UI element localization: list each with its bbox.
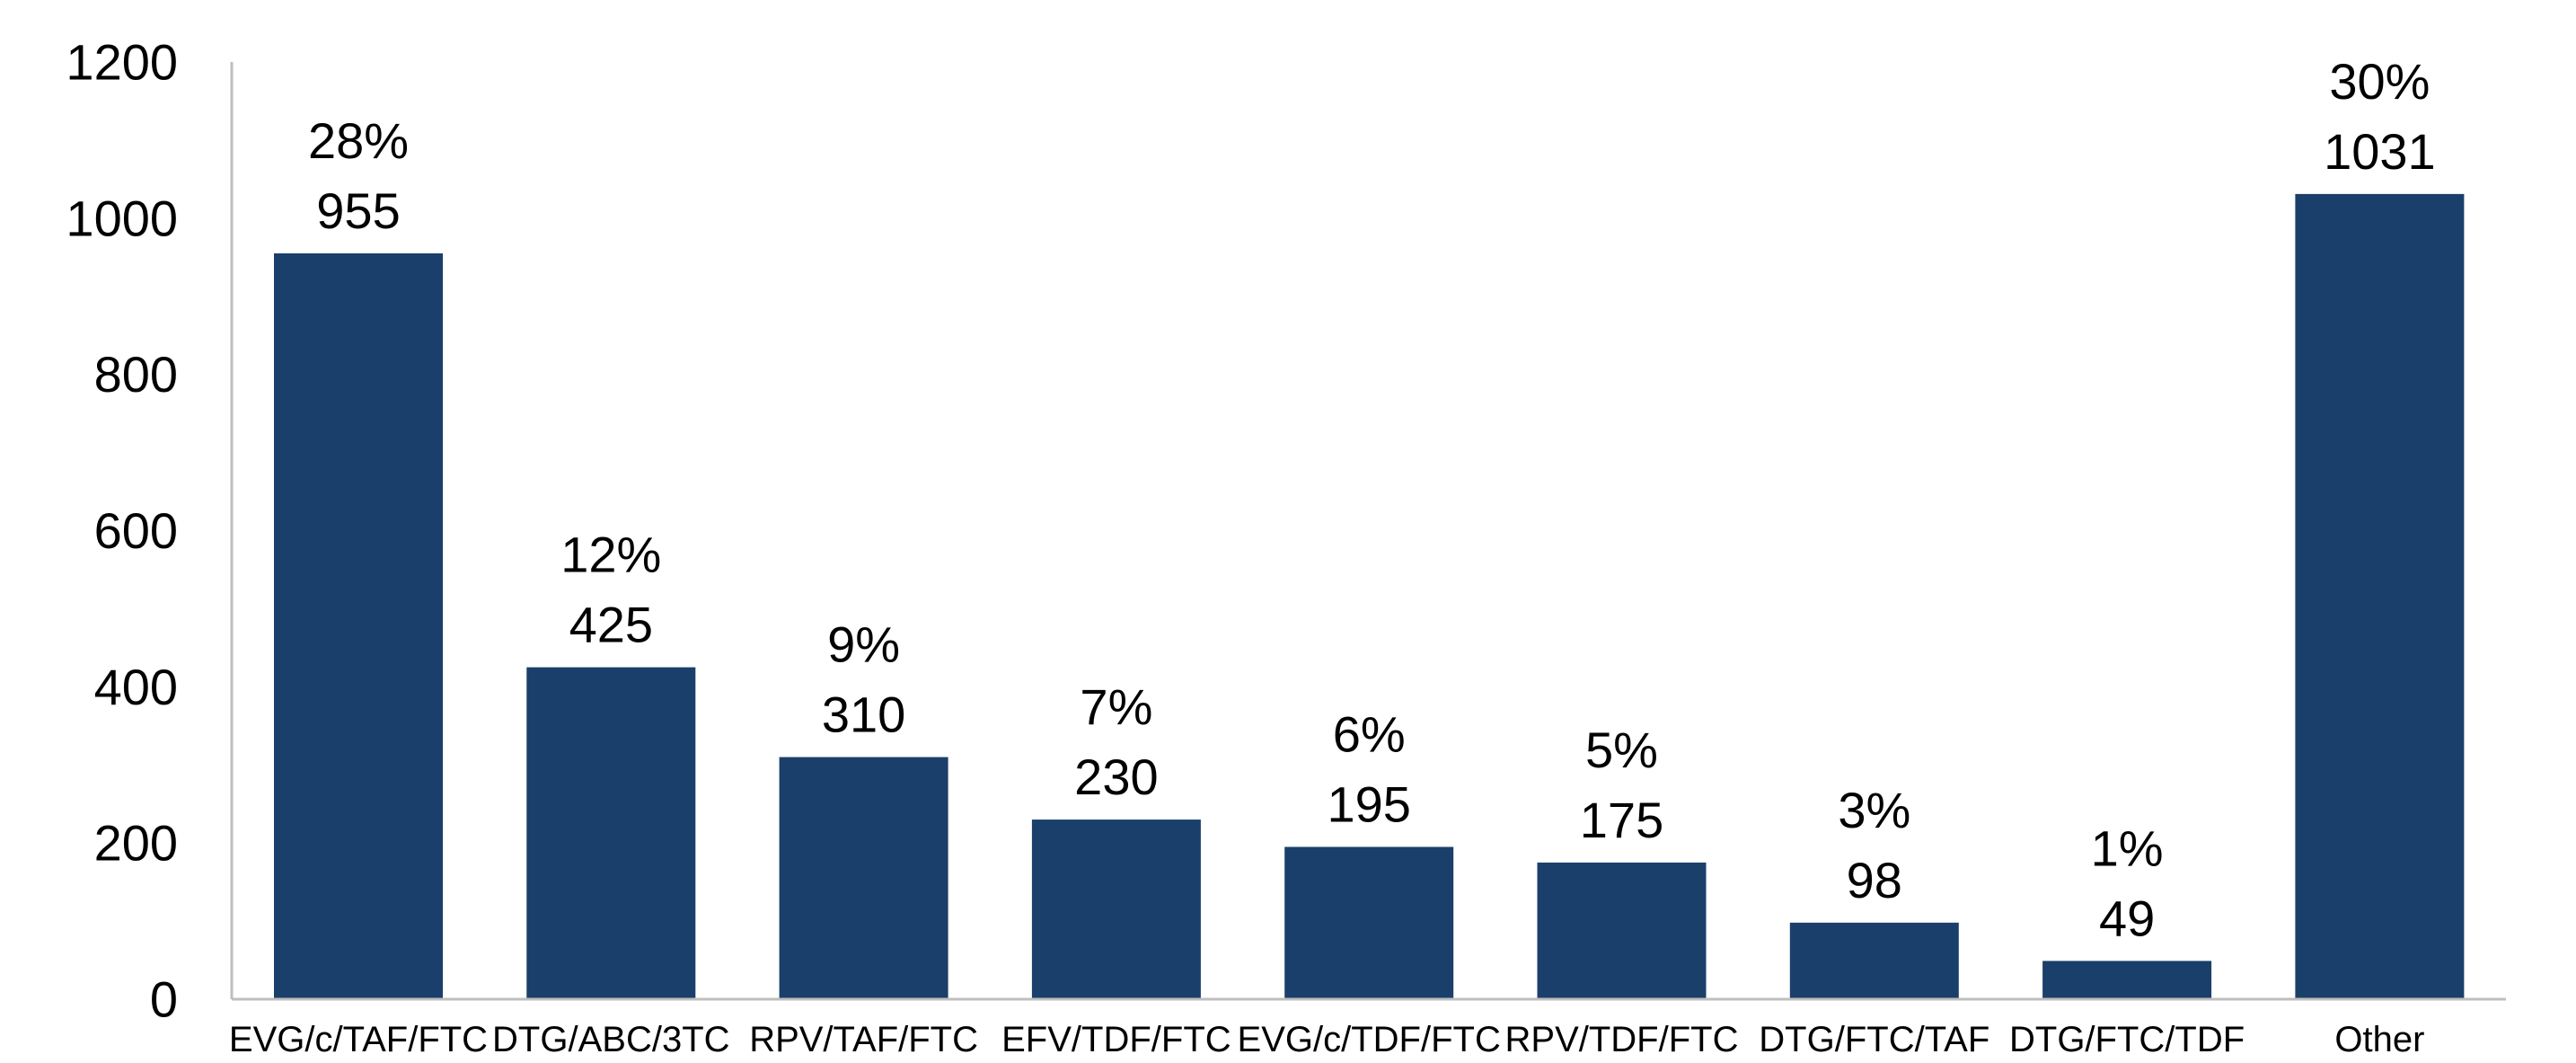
- bar-value-label: 175: [1580, 792, 1663, 848]
- y-tick-label: 1000: [66, 190, 178, 246]
- bar-percent-label: 1%: [2091, 819, 2164, 876]
- bar: [1031, 819, 1201, 999]
- bar-value-label: 230: [1074, 749, 1158, 805]
- y-tick-label: 1200: [66, 34, 178, 91]
- bar-value-label: 195: [1327, 776, 1410, 833]
- bar: [1537, 862, 1707, 999]
- bar-percent-label: 6%: [1333, 706, 1406, 763]
- x-tick-label: RPV/TAF/FTC: [749, 1020, 978, 1059]
- y-tick-label: 600: [94, 502, 178, 559]
- y-tick-label: 200: [94, 815, 178, 872]
- bars: [274, 193, 2465, 1000]
- x-tick-label: EVG/c/TDF/FTC: [1238, 1020, 1501, 1059]
- bar-percent-label: 30%: [2329, 53, 2430, 110]
- x-tick-label: EFV/TDF/FTC: [1001, 1020, 1231, 1059]
- x-tick-label: DTG/FTC/TDF: [2009, 1020, 2245, 1059]
- bar: [2295, 193, 2465, 999]
- bar-percent-label: 7%: [1080, 678, 1152, 735]
- y-tick-label: 400: [94, 659, 178, 715]
- x-tick-label: DTG/FTC/TAF: [1759, 1020, 1989, 1059]
- bar-value-label: 955: [316, 182, 400, 239]
- bar-value-label: 425: [569, 597, 653, 653]
- bar: [2042, 961, 2212, 999]
- bar: [526, 667, 696, 999]
- bar-value-label: 49: [2099, 890, 2155, 946]
- bar-percent-label: 5%: [1585, 722, 1658, 778]
- bar-percent-label: 3%: [1838, 782, 1910, 838]
- bar-percent-label: 28%: [308, 112, 409, 169]
- bar-value-label: 310: [822, 687, 905, 743]
- bar: [1789, 922, 1959, 999]
- x-axis-ticks: EVG/c/TAF/FTC DTG/ABC/3TC RPV/TAF/FTC EFV/T…: [229, 1020, 2425, 1059]
- bar-percent-label: 12%: [560, 527, 661, 583]
- x-tick-label: EVG/c/TAF/FTC: [229, 1020, 488, 1059]
- x-tick-label: DTG/ABC/3TC: [492, 1020, 729, 1059]
- y-axis-ticks: 0 200 400 600 800 1000 1200: [66, 34, 178, 1028]
- bar-percent-label: 9%: [827, 616, 900, 673]
- bar-value-label: 98: [1847, 852, 1902, 908]
- y-tick-label: 0: [150, 971, 178, 1028]
- bar: [274, 252, 443, 1000]
- y-tick-label: 800: [94, 346, 178, 403]
- data-labels: 955 28% 425 12% 310 9% 230 7% 195 6% 175 5% 98 3% 49 1%…: [308, 53, 2436, 947]
- bar-value-label: 1031: [2324, 123, 2436, 180]
- x-tick-label: RPV/TDF/FTC: [1505, 1020, 1739, 1059]
- bar: [1284, 846, 1454, 999]
- bar: [779, 757, 948, 999]
- x-tick-label: Other: [2334, 1020, 2424, 1059]
